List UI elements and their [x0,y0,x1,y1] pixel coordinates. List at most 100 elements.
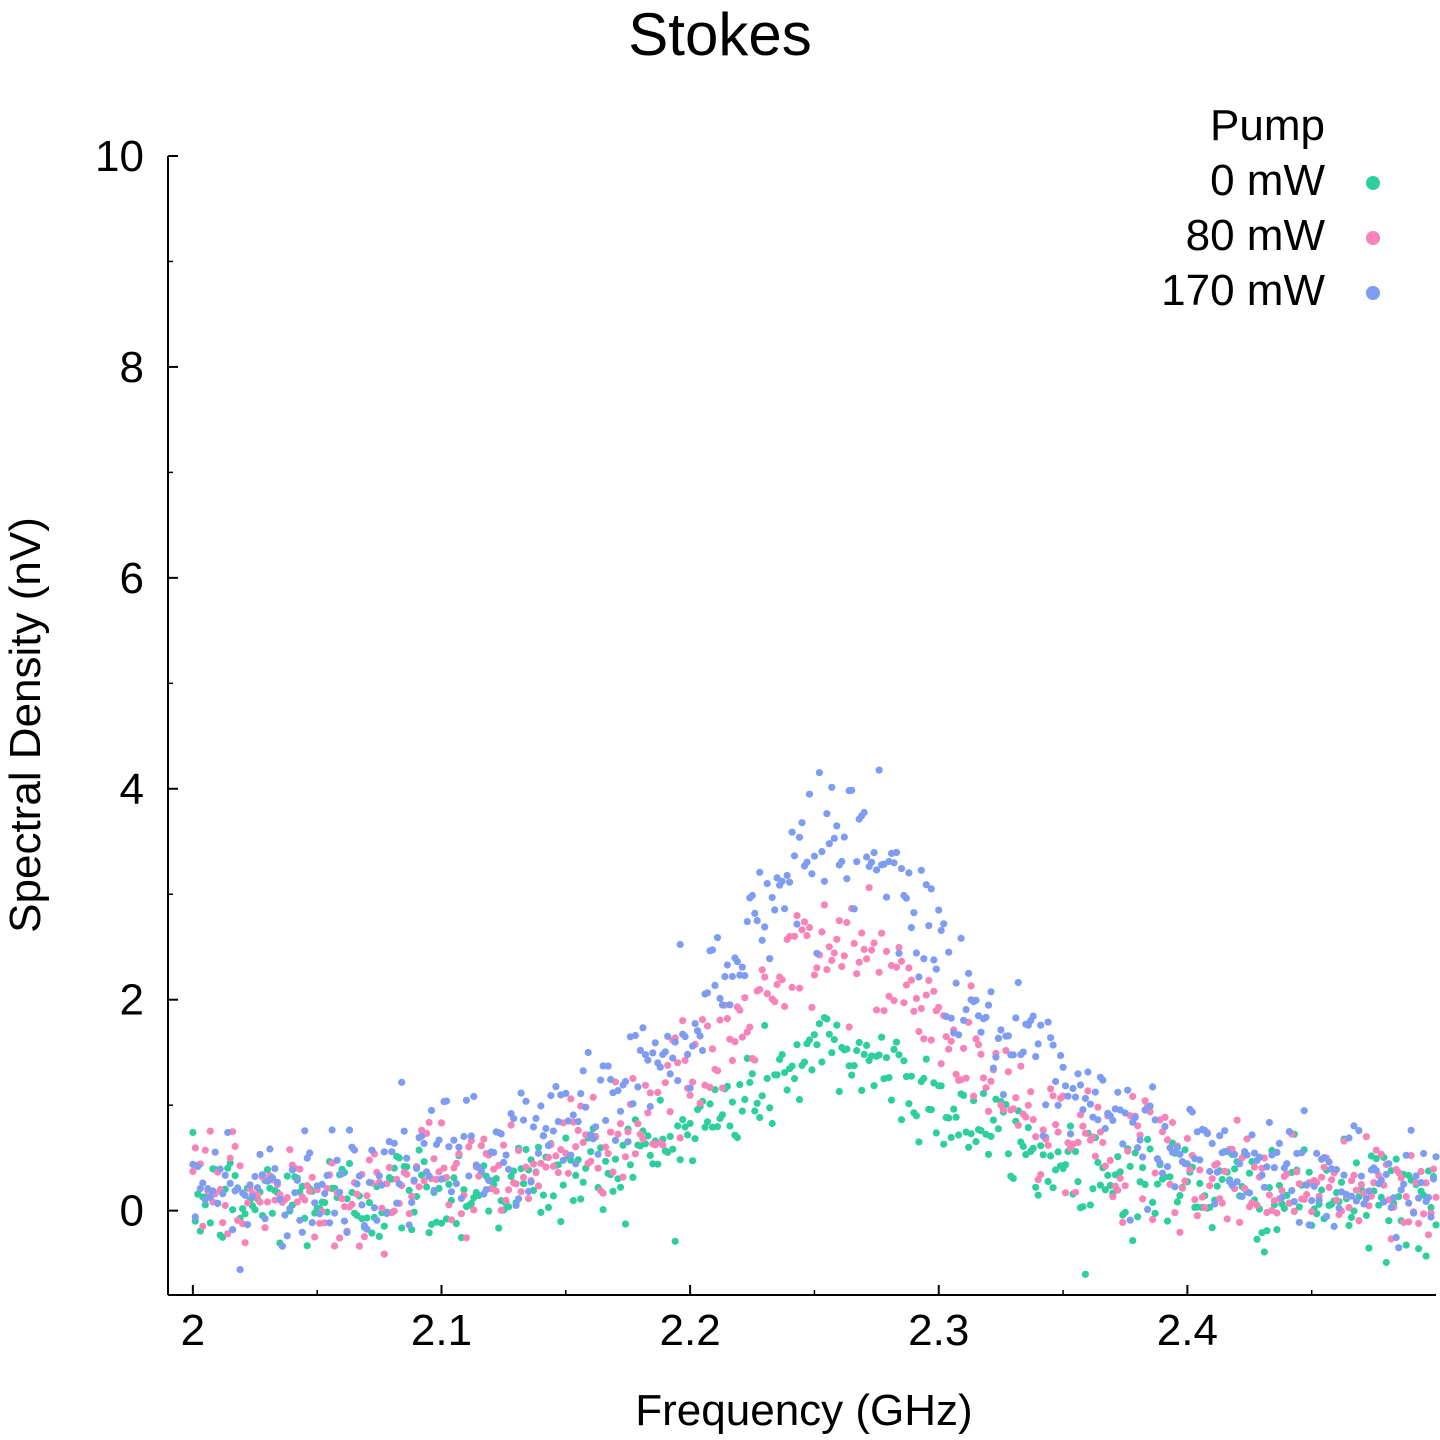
data-point [1250,1163,1259,1171]
data-point [519,1116,528,1124]
data-point [532,1114,540,1122]
data-point [450,1136,458,1144]
data-point [559,1181,567,1189]
data-point [1325,1158,1333,1166]
data-point [1355,1217,1363,1225]
data-point [616,1183,625,1191]
data-point [666,1070,674,1078]
data-point [527,1178,535,1186]
data-point [589,1135,597,1143]
data-point [567,1151,575,1159]
data-point [1009,1105,1017,1113]
data-point [631,1031,640,1040]
data-point [1380,1198,1388,1206]
data-point [467,1132,475,1140]
data-point [1124,1086,1132,1094]
data-point [920,1074,928,1082]
data-point [895,1051,903,1059]
data-point [853,858,861,866]
data-point [1390,1194,1398,1202]
y-tick-label: 8 [120,343,144,392]
data-point [863,955,871,963]
data-point [1241,1184,1249,1192]
data-point [965,1143,973,1151]
data-point [999,1091,1008,1099]
data-point [1022,1113,1030,1121]
data-point [244,1199,252,1207]
data-point [970,1092,978,1100]
data-point [756,868,764,876]
data-point [353,1190,361,1198]
data-point [1099,1138,1107,1147]
data-point [1283,1160,1291,1168]
data-point [403,1170,411,1178]
data-point [932,1129,940,1137]
data-point [1328,1176,1336,1184]
data-point [922,991,930,999]
data-point [1355,1127,1363,1135]
data-point [286,1204,294,1213]
x-tick-label: 2 [181,1306,205,1355]
data-point [549,1162,558,1170]
data-point [475,1172,483,1180]
data-point [952,979,960,987]
data-point [395,1154,403,1162]
data-point [326,1219,334,1227]
data-point [318,1180,326,1188]
data-point [534,1149,543,1157]
data-point [1429,1175,1438,1183]
data-point [835,917,843,925]
data-point [321,1199,329,1207]
data-point [1059,1063,1067,1071]
data-point [522,1163,530,1171]
data-point [1372,1155,1380,1163]
data-point [248,1192,257,1201]
data-point [838,962,846,971]
data-point [355,1242,363,1250]
data-point [753,917,761,925]
data-point [1308,1197,1316,1205]
data-point [465,1143,473,1151]
data-point [800,918,809,926]
data-point [373,1216,381,1224]
data-point [927,1036,935,1044]
data-point [619,1141,627,1149]
data-point [626,1161,635,1169]
data-point [331,1242,339,1250]
data-point [507,1121,515,1129]
data-point [1432,1193,1440,1201]
data-point [1412,1178,1420,1187]
data-point [271,1165,279,1173]
data-point [763,990,771,998]
data-point [937,926,945,935]
data-point [915,1138,923,1146]
data-point [955,1131,963,1139]
data-point [607,1128,615,1136]
data-point [1323,1212,1331,1220]
data-point [1158,1128,1167,1136]
data-point [584,1048,592,1057]
data-point [1183,1160,1191,1168]
data-point [368,1229,376,1237]
data-point [1017,1062,1025,1070]
data-point [815,1020,824,1028]
data-point [440,1164,448,1172]
data-point [823,966,831,974]
data-point [723,961,732,969]
data-point [194,1162,202,1171]
data-point [691,1135,699,1143]
x-ticks: 2 2.1 2.2 2.3 2.4 [181,1285,1313,1355]
data-point [1407,1126,1415,1134]
data-point [500,1158,508,1166]
data-point [960,1044,968,1052]
data-point [1109,1193,1117,1201]
data-point [1231,1150,1239,1158]
data-point [713,1123,722,1131]
data-point [1260,1248,1268,1256]
data-point [885,992,893,1000]
data-point [890,1045,898,1053]
series-1 [189,884,1440,1258]
data-point [833,822,841,830]
data-point [905,1100,913,1108]
data-point [793,1041,801,1049]
